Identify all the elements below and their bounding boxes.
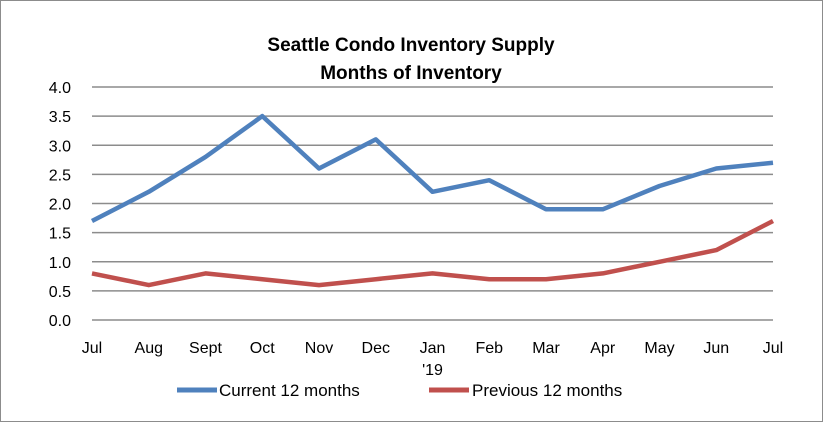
x-tick-label: Mar bbox=[532, 340, 560, 357]
y-tick-label: 2.0 bbox=[49, 197, 71, 214]
x-tick-label: Aug bbox=[135, 340, 163, 357]
y-tick-label: 1.5 bbox=[49, 226, 71, 243]
y-tick-label: 0.0 bbox=[49, 313, 71, 330]
x-tick-label: Jul bbox=[763, 340, 783, 357]
y-axis: 0.0 0.5 1.0 1.5 2.0 2.5 3.0 3.5 4.0 bbox=[49, 80, 71, 330]
series-lines bbox=[90, 113, 775, 288]
chart-title: Seattle Condo Inventory Supply bbox=[267, 35, 555, 56]
x-tick-sublabel: '19 bbox=[422, 362, 443, 379]
chart-subtitle: Months of Inventory bbox=[320, 63, 502, 84]
x-tick-label: Jan bbox=[420, 340, 446, 357]
legend-label: Current 12 months bbox=[219, 381, 360, 400]
y-tick-label: 3.0 bbox=[49, 138, 71, 155]
x-tick-label: Jul bbox=[82, 340, 102, 357]
y-tick-label: 1.0 bbox=[49, 255, 71, 272]
x-tick-label: Feb bbox=[475, 340, 503, 357]
legend: Current 12 months Previous 12 months bbox=[177, 381, 622, 400]
y-tick-label: 0.5 bbox=[49, 284, 71, 301]
x-tick-label: Jun bbox=[703, 340, 729, 357]
x-tick-label: Apr bbox=[590, 340, 616, 357]
series-line-1 bbox=[91, 218, 775, 288]
x-axis: Jul Aug Sept Oct Nov Dec Jan '19 Feb Mar Apr May Jun… bbox=[82, 340, 783, 379]
y-tick-label: 3.5 bbox=[49, 109, 71, 126]
series-line-0 bbox=[90, 113, 774, 224]
legend-label: Previous 12 months bbox=[472, 381, 622, 400]
gridlines bbox=[92, 86, 773, 321]
x-tick-label: Sept bbox=[189, 340, 222, 357]
x-tick-label: Oct bbox=[250, 340, 275, 357]
x-tick-label: May bbox=[644, 340, 674, 357]
x-tick-label: Nov bbox=[305, 340, 333, 357]
y-tick-label: 2.5 bbox=[49, 167, 71, 184]
y-tick-label: 4.0 bbox=[49, 80, 71, 97]
x-tick-label: Dec bbox=[362, 340, 390, 357]
